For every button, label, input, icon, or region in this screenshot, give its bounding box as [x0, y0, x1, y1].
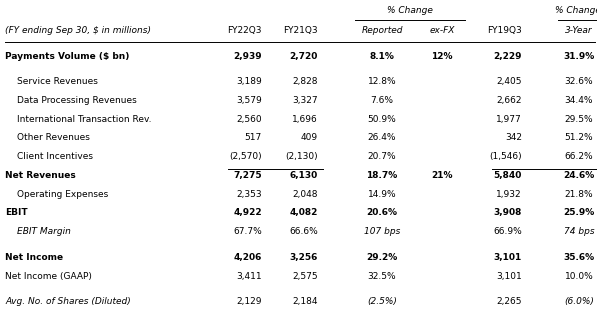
Text: Net Income: Net Income	[5, 253, 63, 262]
Text: 3,327: 3,327	[293, 96, 318, 105]
Text: 6,130: 6,130	[290, 171, 318, 180]
Text: 3,908: 3,908	[494, 209, 522, 218]
Text: 66.9%: 66.9%	[493, 227, 522, 236]
Text: ex-FX: ex-FX	[429, 26, 455, 36]
Text: 31.9%: 31.9%	[564, 52, 595, 61]
Text: 10.0%: 10.0%	[565, 272, 593, 281]
Text: 2,828: 2,828	[293, 77, 318, 86]
Text: 2,184: 2,184	[293, 297, 318, 307]
Text: 32.6%: 32.6%	[565, 77, 593, 86]
Text: 67.7%: 67.7%	[233, 227, 262, 236]
Text: (FY ending Sep 30, $ in millions): (FY ending Sep 30, $ in millions)	[5, 26, 151, 36]
Text: 2,353: 2,353	[236, 190, 262, 199]
Text: FY19Q3: FY19Q3	[487, 26, 522, 36]
Text: 3-Year: 3-Year	[565, 26, 593, 36]
Text: 342: 342	[505, 133, 522, 142]
Text: (6.0%): (6.0%)	[564, 297, 594, 307]
Text: 2,265: 2,265	[497, 297, 522, 307]
Text: (2.5%): (2.5%)	[367, 297, 397, 307]
Text: 14.9%: 14.9%	[368, 190, 396, 199]
Text: Payments Volume ($ bn): Payments Volume ($ bn)	[5, 52, 130, 61]
Text: % Change: % Change	[555, 6, 597, 15]
Text: 107 bps: 107 bps	[364, 227, 400, 236]
Text: EBIT: EBIT	[5, 209, 27, 218]
Text: 8.1%: 8.1%	[370, 52, 395, 61]
Text: Other Revenues: Other Revenues	[17, 133, 90, 142]
Text: 51.2%: 51.2%	[565, 133, 593, 142]
Text: 517: 517	[245, 133, 262, 142]
Text: 20.6%: 20.6%	[367, 209, 398, 218]
Text: 20.7%: 20.7%	[368, 152, 396, 161]
Text: 2,229: 2,229	[494, 52, 522, 61]
Text: 2,720: 2,720	[290, 52, 318, 61]
Text: Net Income (GAAP): Net Income (GAAP)	[5, 272, 92, 281]
Text: Net Revenues: Net Revenues	[5, 171, 76, 180]
Text: 7.6%: 7.6%	[371, 96, 393, 105]
Text: FY22Q3: FY22Q3	[227, 26, 262, 36]
Text: 3,189: 3,189	[236, 77, 262, 86]
Text: 34.4%: 34.4%	[565, 96, 593, 105]
Text: Data Processing Revenues: Data Processing Revenues	[17, 96, 137, 105]
Text: Client Incentives: Client Incentives	[17, 152, 93, 161]
Text: 35.6%: 35.6%	[564, 253, 595, 262]
Text: 2,575: 2,575	[293, 272, 318, 281]
Text: 3,101: 3,101	[496, 272, 522, 281]
Text: 66.6%: 66.6%	[290, 227, 318, 236]
Text: 3,579: 3,579	[236, 96, 262, 105]
Text: International Transaction Rev.: International Transaction Rev.	[17, 115, 152, 124]
Text: 74 bps: 74 bps	[564, 227, 594, 236]
Text: 25.9%: 25.9%	[564, 209, 595, 218]
Text: 32.5%: 32.5%	[368, 272, 396, 281]
Text: 4,082: 4,082	[290, 209, 318, 218]
Text: Avg. No. of Shares (Diluted): Avg. No. of Shares (Diluted)	[5, 297, 131, 307]
Text: 21%: 21%	[431, 171, 453, 180]
Text: 7,275: 7,275	[233, 171, 262, 180]
Text: (2,130): (2,130)	[285, 152, 318, 161]
Text: 66.2%: 66.2%	[565, 152, 593, 161]
Text: 2,939: 2,939	[233, 52, 262, 61]
Text: 1,696: 1,696	[293, 115, 318, 124]
Text: 2,405: 2,405	[497, 77, 522, 86]
Text: 5,840: 5,840	[494, 171, 522, 180]
Text: 24.6%: 24.6%	[564, 171, 595, 180]
Text: 1,932: 1,932	[496, 190, 522, 199]
Text: Service Revenues: Service Revenues	[17, 77, 98, 86]
Text: 2,560: 2,560	[236, 115, 262, 124]
Text: 2,048: 2,048	[293, 190, 318, 199]
Text: 409: 409	[301, 133, 318, 142]
Text: (1,546): (1,546)	[490, 152, 522, 161]
Text: 29.2%: 29.2%	[367, 253, 398, 262]
Text: 3,256: 3,256	[290, 253, 318, 262]
Text: 3,101: 3,101	[494, 253, 522, 262]
Text: 2,129: 2,129	[236, 297, 262, 307]
Text: (2,570): (2,570)	[229, 152, 262, 161]
Text: EBIT Margin: EBIT Margin	[17, 227, 71, 236]
Text: % Change: % Change	[387, 6, 433, 15]
Text: 18.7%: 18.7%	[367, 171, 398, 180]
Text: 4,206: 4,206	[233, 253, 262, 262]
Text: 12.8%: 12.8%	[368, 77, 396, 86]
Text: 29.5%: 29.5%	[565, 115, 593, 124]
Text: 12%: 12%	[431, 52, 453, 61]
Text: 2,662: 2,662	[497, 96, 522, 105]
Text: 3,411: 3,411	[236, 272, 262, 281]
Text: 1,977: 1,977	[496, 115, 522, 124]
Text: Operating Expenses: Operating Expenses	[17, 190, 108, 199]
Text: 50.9%: 50.9%	[368, 115, 396, 124]
Text: 4,922: 4,922	[233, 209, 262, 218]
Text: Reported: Reported	[361, 26, 403, 36]
Text: FY21Q3: FY21Q3	[284, 26, 318, 36]
Text: 21.8%: 21.8%	[565, 190, 593, 199]
Text: 26.4%: 26.4%	[368, 133, 396, 142]
